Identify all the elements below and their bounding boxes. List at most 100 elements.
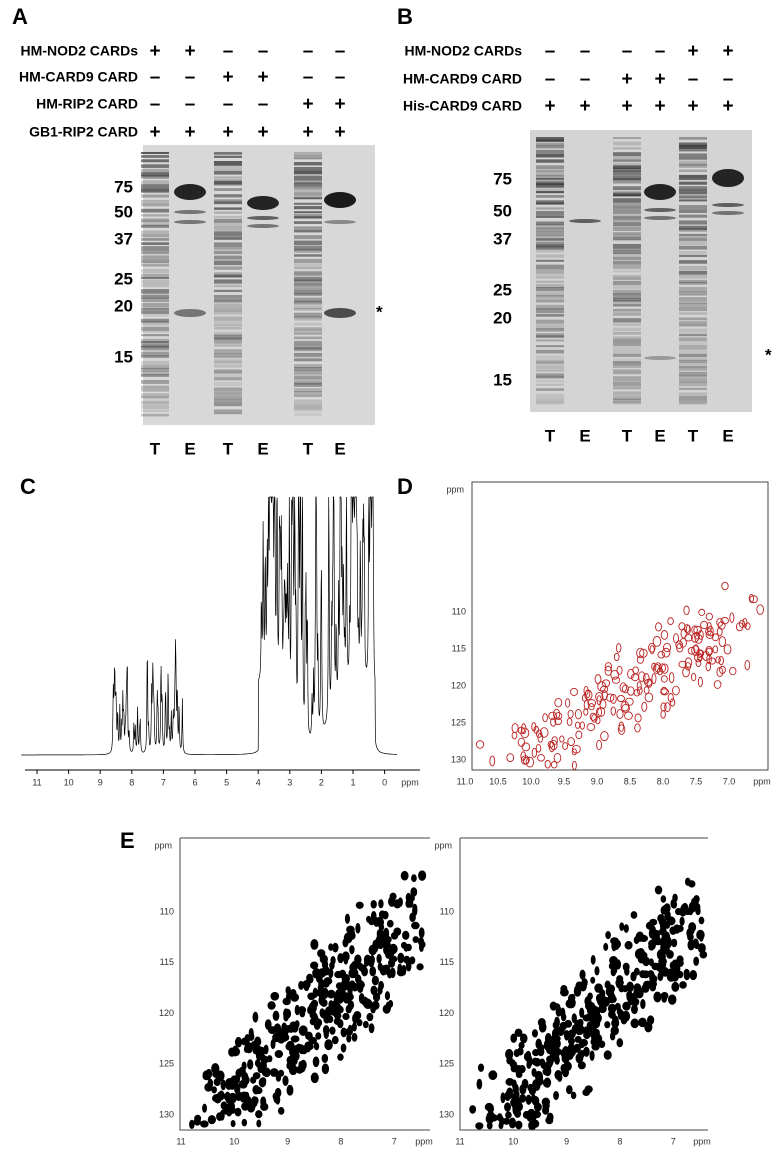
band [294,157,322,160]
peak [216,1070,225,1082]
peak [748,593,754,603]
band [679,297,707,302]
band [679,157,707,161]
band [141,250,169,255]
peak [310,1072,319,1084]
peak [207,1115,216,1125]
peak [610,706,616,716]
sign: – [150,67,161,88]
peak [716,627,723,637]
band [141,230,169,235]
band [679,321,707,326]
peak [618,721,625,732]
peak [277,1107,285,1115]
peak [230,1120,236,1128]
peak [589,1050,595,1061]
peak [298,1025,308,1036]
peak [648,642,656,653]
band [613,297,641,302]
x-tick-label: 9.0 [591,776,604,786]
band [536,149,564,154]
peak [323,1014,331,1024]
band [613,170,641,176]
band [294,229,322,233]
peak [475,1122,484,1130]
peak [409,956,416,965]
band [294,356,322,362]
axis-unit: ppm [693,1136,711,1146]
band [294,297,322,303]
band [294,300,322,305]
peak [688,922,697,933]
band [214,228,242,232]
sign: + [184,41,195,62]
band [613,175,641,181]
peak [636,655,644,664]
band [613,198,641,203]
peak [579,981,587,992]
peak [586,1021,593,1031]
peak [682,667,690,678]
band [536,274,564,278]
peak [484,1102,494,1112]
peak [611,1018,620,1029]
band [294,166,322,171]
band [141,255,169,261]
band [679,266,707,271]
band [536,221,564,226]
band [214,194,242,198]
band [214,364,242,368]
peak [258,1077,267,1088]
band [679,333,707,337]
peak [310,999,319,1009]
axis-unit: ppm [415,1136,433,1146]
band [141,279,169,284]
band [613,398,641,404]
mw-marker: 25 [493,280,512,299]
peak [519,1094,527,1103]
peak [542,1079,549,1088]
band [214,155,242,158]
band [712,169,744,187]
band [536,244,564,248]
band [679,144,707,149]
peak [412,936,419,944]
y-tick-label: 125 [159,1059,174,1069]
peak [715,656,721,664]
peak [583,1046,590,1057]
peak [698,932,704,942]
mw-marker: 15 [493,370,512,389]
peak [684,657,693,668]
band [679,228,707,232]
peak [324,1039,333,1051]
band [536,171,564,177]
peak [713,680,722,689]
peak [477,1063,485,1072]
peak [590,955,596,965]
y-tick-label: 115 [440,957,454,967]
peak [274,1050,284,1059]
peak [660,991,669,1000]
peak [566,717,573,726]
peak [648,958,654,967]
band [294,391,322,395]
peak [597,707,606,717]
sign: + [184,122,195,143]
asterisk: * [376,302,383,321]
peak [623,924,629,933]
peak [241,1072,249,1083]
peak [676,643,684,653]
panel-letter: B [397,4,413,29]
band [536,269,564,274]
y-tick-label: 130 [451,754,466,764]
mw-marker: 15 [114,347,133,366]
band [141,334,169,337]
sign: + [621,69,632,90]
band [294,293,322,297]
peak [532,1049,540,1057]
peak [312,1056,320,1068]
band [214,161,242,166]
band [294,202,322,205]
peak [548,711,558,721]
